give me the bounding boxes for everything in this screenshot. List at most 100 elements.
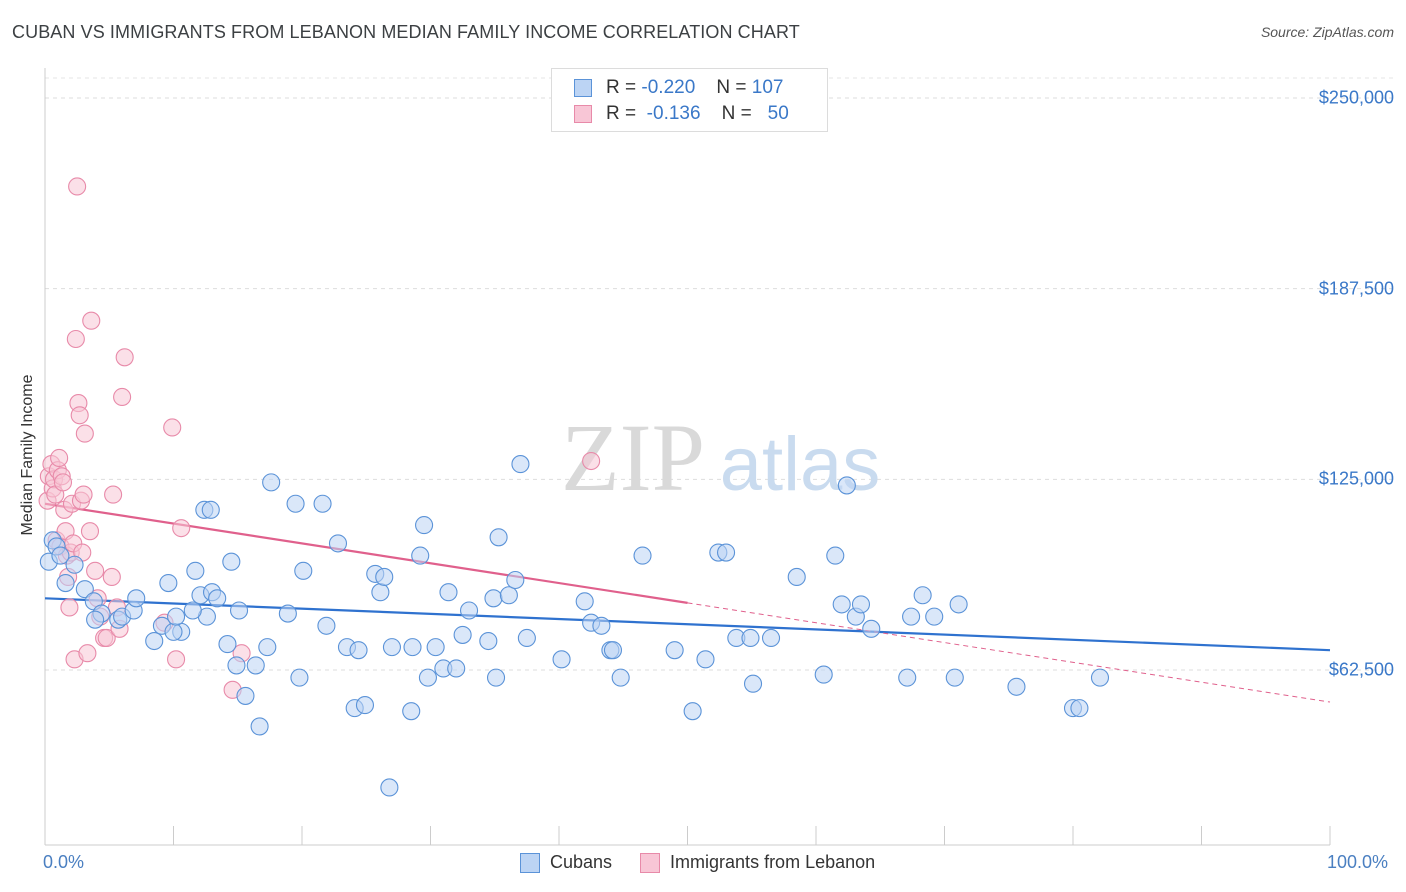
legend-swatch-pink bbox=[574, 105, 592, 123]
cubans-point bbox=[426, 638, 445, 657]
legend-r-value: -0.220 bbox=[641, 77, 696, 98]
cubans-point bbox=[814, 665, 833, 684]
lebanon-point bbox=[172, 519, 191, 538]
cubans-point bbox=[902, 607, 921, 626]
y-tick-label: $125,000 bbox=[1318, 468, 1394, 489]
cubans-point bbox=[949, 595, 968, 614]
cubans-points bbox=[39, 455, 1110, 797]
lebanon-point bbox=[97, 628, 116, 648]
lebanon-point bbox=[60, 598, 79, 617]
cubans-point bbox=[837, 476, 856, 495]
cubans-point bbox=[787, 567, 806, 587]
lebanon-point bbox=[53, 473, 73, 492]
cubans-point bbox=[349, 641, 368, 660]
cubans-point bbox=[229, 601, 249, 620]
lebanon-point bbox=[167, 650, 186, 669]
cubans-point bbox=[222, 552, 241, 571]
source-label: Source: ZipAtlas.com bbox=[1260, 24, 1394, 40]
legend-row-cubans: R = -0.220 N = 107 bbox=[574, 76, 783, 100]
lebanon-point bbox=[74, 485, 93, 504]
cubans-point bbox=[552, 650, 571, 669]
cubans-point bbox=[611, 668, 630, 687]
chart-title: CUBAN VS IMMIGRANTS FROM LEBANON MEDIAN … bbox=[12, 22, 800, 42]
cubans-point bbox=[1070, 699, 1089, 718]
cubans-point bbox=[159, 574, 178, 593]
y-tick-label: $62,500 bbox=[1328, 659, 1394, 680]
cubans-point bbox=[696, 650, 715, 669]
trend-line-solid bbox=[44, 597, 1331, 652]
cubans-point bbox=[227, 656, 246, 675]
cubans-point bbox=[499, 586, 518, 605]
legend-r-value: -0.136 bbox=[646, 103, 701, 124]
cubans-point bbox=[826, 546, 845, 565]
lebanon-point bbox=[66, 329, 85, 349]
cubans-point bbox=[511, 455, 530, 474]
cubans-point bbox=[592, 616, 611, 635]
cubans-point bbox=[1090, 668, 1110, 687]
watermark-atlas: atlas bbox=[720, 422, 881, 507]
lebanon-point bbox=[104, 485, 123, 504]
cubans-point bbox=[313, 494, 332, 513]
cubans-point bbox=[683, 702, 702, 721]
cubans-point bbox=[453, 625, 472, 644]
cubans-point bbox=[258, 638, 277, 657]
bottom-legend-label: Immigrants from Lebanon bbox=[670, 852, 876, 872]
x-tick-max: 100.0% bbox=[1327, 852, 1389, 872]
cubans-point bbox=[898, 668, 917, 687]
legend-n-value: 50 bbox=[767, 103, 789, 124]
cubans-point bbox=[418, 668, 437, 687]
cubans-point bbox=[65, 555, 84, 574]
cubans-point bbox=[317, 616, 336, 635]
cubans-point bbox=[382, 638, 402, 657]
cubans-point bbox=[633, 546, 652, 565]
cubans-point bbox=[913, 586, 932, 605]
cubans-point bbox=[832, 595, 851, 614]
cubans-point bbox=[415, 516, 434, 535]
cubans-point bbox=[1007, 677, 1026, 696]
trend-line-dashed bbox=[687, 602, 1331, 703]
cubans-point bbox=[375, 567, 394, 587]
cubans-point bbox=[218, 635, 237, 654]
cubans-point bbox=[665, 641, 684, 660]
y-axis-label: Median Family Income bbox=[19, 374, 36, 536]
cubans-point bbox=[459, 601, 479, 620]
cubans-point bbox=[328, 534, 348, 553]
lebanon-point bbox=[86, 561, 105, 580]
cubans-point bbox=[262, 473, 281, 492]
trend-line-solid bbox=[44, 502, 688, 604]
cubans-point bbox=[447, 659, 466, 678]
y-tick-label: $187,500 bbox=[1318, 278, 1394, 299]
bottom-legend-cubans[interactable]: Cubans bbox=[520, 852, 612, 873]
legend-swatch-blue bbox=[574, 79, 592, 97]
bottom-legend-label: Cubans bbox=[550, 852, 613, 872]
cubans-point bbox=[208, 589, 227, 608]
lebanon-point bbox=[82, 311, 101, 330]
watermark: ZIP atlas bbox=[561, 404, 880, 511]
lebanon-point bbox=[80, 522, 100, 541]
cubans-point bbox=[286, 494, 305, 513]
x-tick-min: 0.0% bbox=[43, 852, 85, 872]
legend-n-value: 107 bbox=[751, 77, 784, 98]
lebanon-point bbox=[75, 424, 94, 443]
bottom-legend-swatch-blue bbox=[520, 852, 540, 873]
legend-row-lebanon: R = -0.136 N = 50 bbox=[574, 102, 789, 126]
lebanon-point bbox=[68, 177, 87, 196]
cubans-point bbox=[164, 622, 183, 641]
grid-lines bbox=[45, 77, 1395, 671]
cubans-point bbox=[945, 668, 964, 687]
cubans-point bbox=[75, 580, 94, 599]
cubans-point bbox=[439, 583, 458, 602]
lebanon-point bbox=[70, 406, 89, 425]
cubans-point bbox=[294, 561, 313, 580]
cubans-point bbox=[575, 592, 594, 611]
lebanon-point bbox=[113, 387, 132, 407]
cubans-point bbox=[517, 628, 536, 648]
cubans-point bbox=[484, 589, 503, 608]
watermark-zip: ZIP bbox=[561, 404, 705, 511]
cubans-point bbox=[506, 570, 525, 590]
legend-n-label: N = bbox=[721, 103, 752, 124]
lebanon-point bbox=[78, 644, 97, 663]
cubans-point bbox=[56, 574, 75, 593]
bottom-legend-lebanon[interactable]: Immigrants from Lebanon bbox=[640, 852, 875, 873]
